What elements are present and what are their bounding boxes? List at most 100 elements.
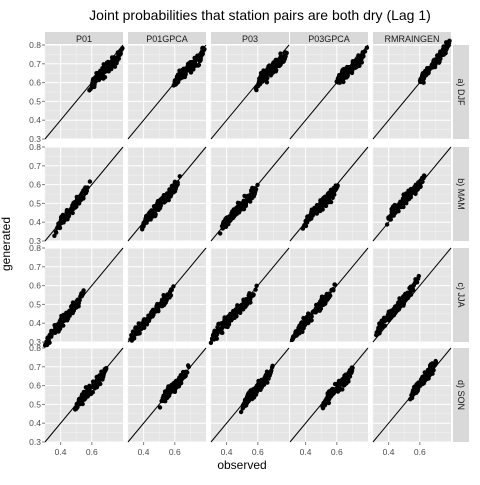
data-point: [423, 72, 428, 77]
data-point: [58, 321, 63, 326]
y-tick-label: 0.3: [29, 236, 41, 246]
data-point: [335, 79, 341, 84]
data-point: [300, 226, 306, 231]
data-point: [142, 317, 147, 322]
data-point: [197, 53, 202, 58]
data-point: [81, 288, 86, 293]
data-point: [443, 48, 448, 53]
data-point: [225, 215, 230, 220]
data-point: [343, 72, 348, 77]
data-point: [226, 222, 231, 227]
data-point: [177, 376, 183, 381]
data-point: [244, 399, 249, 404]
y-tick-label: 0.5: [29, 299, 41, 309]
data-point: [218, 231, 223, 236]
data-point: [381, 317, 386, 322]
data-point: [276, 63, 281, 68]
data-point: [149, 208, 154, 213]
data-point: [86, 389, 92, 394]
data-point: [397, 200, 403, 206]
data-point: [239, 302, 244, 308]
data-point: [318, 302, 323, 308]
data-point: [303, 223, 309, 229]
data-point: [171, 82, 177, 88]
data-point: [212, 331, 217, 336]
data-point: [231, 207, 237, 213]
data-point: [426, 369, 432, 374]
data-point: [159, 398, 164, 404]
data-point: [341, 79, 346, 85]
data-point: [401, 192, 406, 197]
row-label-4: d) SON: [456, 380, 466, 410]
data-point: [46, 339, 51, 344]
data-point: [396, 301, 401, 307]
data-point: [76, 402, 82, 407]
y-tick-label: 0.8: [29, 243, 41, 253]
data-point: [391, 213, 396, 218]
data-point: [220, 226, 225, 231]
data-point: [238, 310, 243, 315]
y-tick-label: 0.6: [29, 78, 41, 88]
data-point: [234, 306, 240, 311]
data-point: [318, 206, 323, 211]
y-tick-label: 0.4: [29, 318, 41, 328]
data-point: [200, 45, 206, 51]
data-point: [87, 179, 93, 184]
data-point: [319, 202, 324, 208]
y-tick-label: 0.7: [29, 362, 41, 372]
data-point: [352, 60, 357, 65]
data-point: [247, 394, 252, 399]
data-point: [162, 298, 167, 303]
data-point: [336, 383, 341, 389]
panel-4-4: 0.4 0.6: [289, 347, 369, 457]
y-tick-label: 0.5: [29, 399, 41, 409]
data-point: [401, 300, 406, 305]
x-tick-label: 0.4: [383, 447, 395, 457]
data-point: [404, 201, 409, 206]
data-point: [270, 61, 276, 67]
data-point: [326, 194, 332, 200]
data-point: [421, 175, 426, 180]
row-strip-3: [453, 248, 469, 342]
data-point: [84, 187, 89, 192]
data-point: [262, 376, 267, 381]
data-point: [242, 193, 247, 199]
data-point: [332, 187, 337, 192]
data-point: [376, 326, 381, 331]
data-point: [278, 51, 283, 56]
data-point: [306, 320, 311, 326]
data-point: [263, 380, 268, 385]
data-point: [241, 307, 246, 312]
panel-2-4: [289, 146, 369, 242]
data-point: [171, 284, 176, 289]
data-point: [348, 67, 353, 72]
panel-1-4: [289, 44, 370, 140]
data-point: [102, 368, 107, 373]
data-point: [152, 213, 158, 219]
data-point: [340, 68, 345, 73]
data-point: [429, 64, 434, 70]
data-point: [208, 340, 214, 345]
data-point: [165, 292, 170, 297]
data-point: [408, 186, 414, 192]
row-label-1: a) DJF: [456, 79, 466, 107]
data-point: [341, 376, 347, 381]
data-point: [409, 395, 415, 401]
data-point: [94, 73, 100, 79]
panel-4-5: 0.4 0.6: [372, 347, 452, 457]
data-point: [110, 63, 116, 69]
y-tick-label: 0.5: [29, 198, 41, 208]
data-point: [253, 287, 258, 292]
data-point: [256, 81, 261, 86]
data-point: [97, 75, 103, 81]
panel-3-4: [289, 247, 369, 343]
y-tick-label: 0.6: [29, 281, 41, 291]
data-point: [89, 83, 95, 88]
data-point: [147, 215, 152, 220]
data-point: [75, 196, 81, 202]
data-point: [438, 56, 443, 61]
data-point: [155, 204, 160, 210]
data-point: [73, 407, 78, 412]
data-point: [243, 200, 249, 206]
